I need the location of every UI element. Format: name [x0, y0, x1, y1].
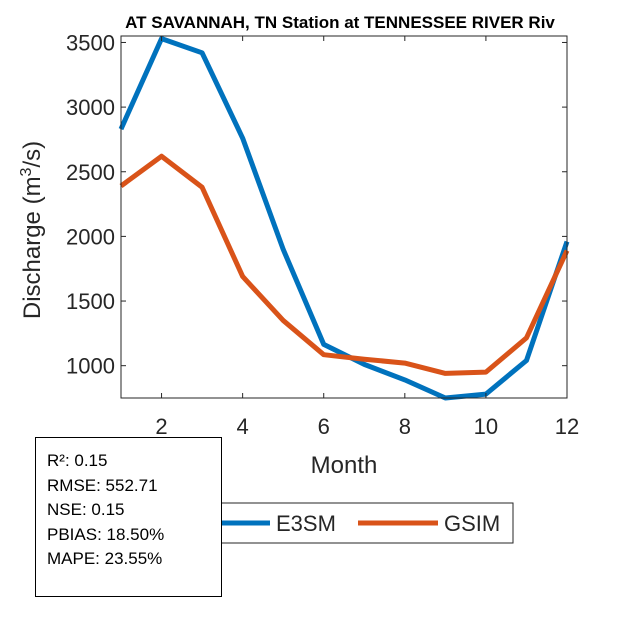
y-tick-label: 2000 [66, 224, 115, 249]
stat-r2: R²: 0.15 [47, 451, 108, 470]
legend-label-gsim: GSIM [444, 511, 500, 536]
x-tick-label: 12 [555, 414, 579, 439]
plot-area [121, 36, 567, 398]
x-axis-label: Month [311, 452, 378, 479]
axes-box [120, 35, 568, 399]
x-tick-label: 10 [474, 414, 498, 439]
y-axis-label: Discharge (m3/s) [18, 141, 46, 319]
x-tick-label: 6 [318, 414, 330, 439]
y-tick-label: 1500 [66, 289, 115, 314]
x-tick-label: 8 [399, 414, 411, 439]
stat-pbias: PBIAS: 18.50% [47, 524, 165, 544]
y-tick-label: 1000 [66, 354, 115, 379]
stats-box: R²: 0.15 RMSE: 552.71 NSE: 0.15 PBIAS: 1… [35, 437, 222, 597]
stat-rmse: RMSE: 552.71 [47, 475, 158, 495]
stat-mape: MAPE: 23.55% [47, 549, 163, 568]
legend: E3SM GSIM [204, 502, 514, 544]
series-line-gsim [119, 153, 570, 376]
series-line-e3sm [118, 36, 570, 401]
chart-title: AT SAVANNAH, TN Station at TENNESSEE RIV… [125, 13, 555, 32]
stat-nse: NSE: 0.15 [47, 500, 125, 519]
y-tick-label: 3500 [66, 30, 115, 55]
y-tick-label: 2500 [66, 160, 115, 185]
legend-label-e3sm: E3SM [276, 511, 336, 536]
x-tick-label: 2 [155, 414, 167, 439]
y-tick-label: 3000 [66, 95, 115, 120]
x-tick-label: 4 [237, 414, 249, 439]
